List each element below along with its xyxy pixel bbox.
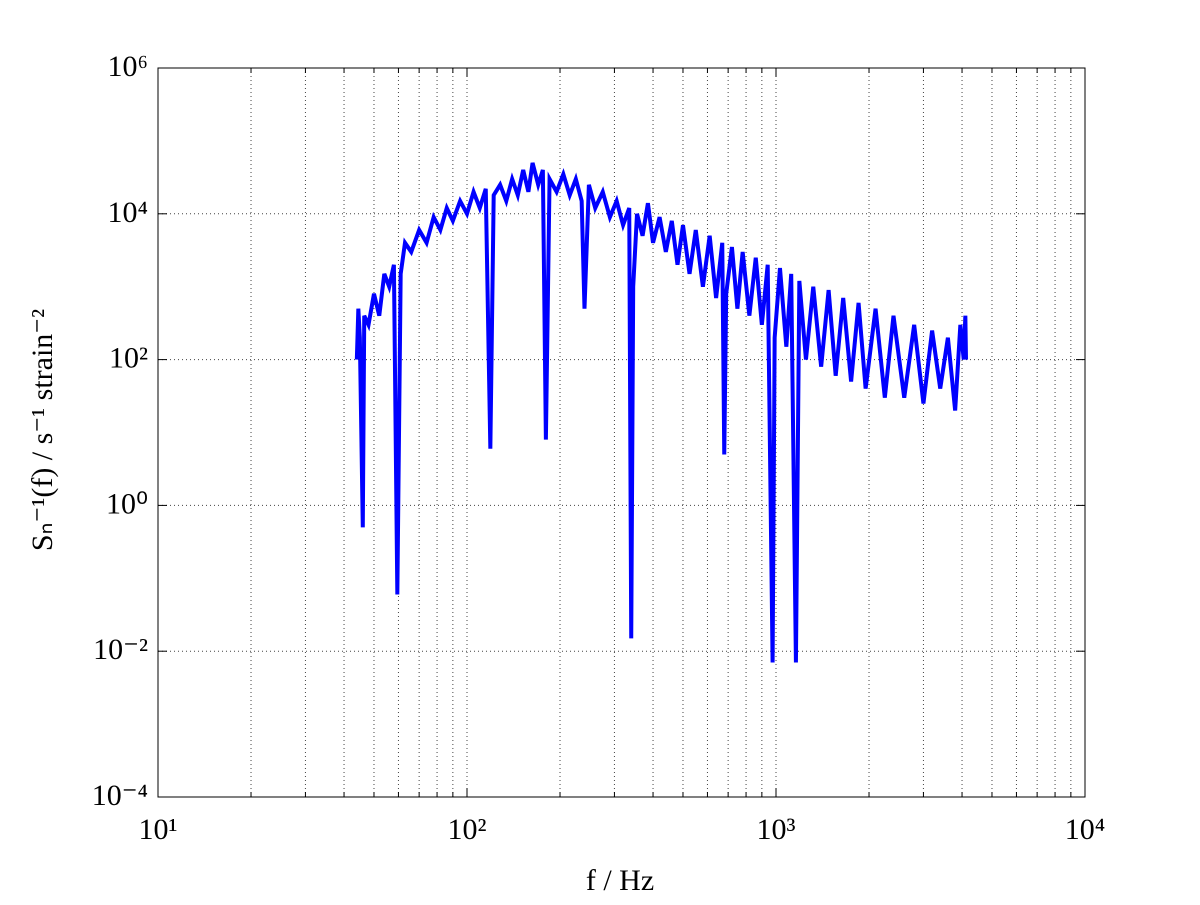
y-tick-label: 10⁻⁴ <box>92 779 148 812</box>
y-tick-label: 10⁰ <box>106 487 148 520</box>
y-tick-label: 10² <box>109 342 148 375</box>
y-axis-label: Sₙ⁻¹(f) / s⁻¹ strain⁻² <box>26 309 59 551</box>
data-line <box>354 162 968 663</box>
plot-frame <box>157 67 1086 798</box>
x-tick-label: 10² <box>448 813 487 846</box>
x-axis-label: f / Hz <box>586 864 654 897</box>
x-tick-label: 10¹ <box>139 813 178 846</box>
y-tick-label: 10⁶ <box>108 50 148 83</box>
y-tick-label: 10⁴ <box>108 196 148 229</box>
y-tick-label: 10⁻² <box>93 633 148 666</box>
x-tick-label: 10³ <box>757 813 796 846</box>
x-tick-label: 10⁴ <box>1065 813 1105 846</box>
